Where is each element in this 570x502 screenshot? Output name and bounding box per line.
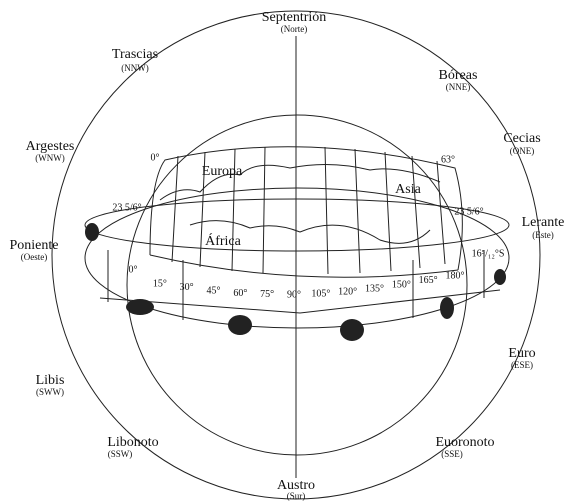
sphere (51, 10, 541, 500)
latitude-label: 16⁵/₁₂°S (472, 248, 505, 259)
longitude-label: 135° (365, 283, 384, 294)
longitude-label: 90° (287, 289, 301, 300)
wind-name: Euoronoto (435, 435, 494, 450)
wind-name: Lerante (522, 215, 565, 230)
map-equator (149, 254, 459, 278)
longitude-label: 75° (260, 289, 274, 300)
wind-direction: (Norte) (281, 24, 308, 34)
wind-name: Trascias (112, 47, 158, 62)
wind-name: Poniente (10, 238, 59, 253)
wind-direction: (SSE) (441, 449, 463, 459)
inner-circle (126, 114, 468, 456)
coast-north (159, 163, 441, 201)
longitude-label: 60° (233, 288, 247, 299)
coast-south (189, 220, 431, 244)
longitude-labels: 0° 15° 30° 45° 60° 75° 90° 105° 120° 135° 150° 165°… (129, 264, 465, 300)
wind-name: Libis (36, 373, 65, 388)
longitude-label: 180° (446, 270, 465, 281)
wind-direction: (ESE) (511, 360, 533, 370)
meridians (171, 146, 446, 275)
wind-name: Cecias (503, 131, 540, 146)
longitude-label: 150° (392, 280, 411, 291)
wind-direction: (NNE) (446, 82, 471, 92)
wind-name: Septentrión (262, 10, 327, 25)
band-bottom (84, 187, 510, 329)
map-labels: Europa Asia África 0° 63° 23 5/6° 23 5/6… (112, 152, 504, 259)
wind-labels: Septentrión (Norte) Trascias (NNW) Bórea… (10, 10, 565, 501)
wind-direction: (ONE) (510, 146, 535, 156)
wind-direction: (Sur) (287, 491, 306, 501)
longitude-label: 120° (338, 287, 357, 298)
zodiac-icons (85, 223, 506, 341)
wind-name: Libonoto (107, 435, 158, 450)
band-dividers (107, 250, 485, 326)
wind-direction: (Este) (532, 230, 554, 240)
latitude-label: 23 5/6° (112, 202, 141, 213)
latitude-label: 63° (441, 154, 455, 165)
region-label: África (205, 232, 242, 249)
wind-direction: (WNW) (35, 153, 64, 163)
wind-name: Austro (277, 478, 315, 493)
map-border (149, 146, 463, 271)
wind-name: Euro (508, 346, 535, 361)
wind-direction: (NNW) (121, 63, 149, 73)
longitude-label: 0° (129, 264, 138, 275)
band-line (99, 289, 501, 314)
region-label: Europa (202, 164, 243, 179)
longitude-label: 15° (153, 278, 167, 289)
wind-direction: (SWW) (36, 387, 64, 397)
latitude-label: 0° (151, 152, 160, 163)
wind-direction: (Oeste) (21, 252, 48, 262)
wind-direction: (SSW) (108, 449, 133, 459)
wind-name: Bóreas (439, 68, 478, 83)
band-top (84, 198, 510, 252)
longitude-label: 45° (207, 285, 221, 296)
outer-circle (51, 10, 541, 500)
region-label: Asia (395, 182, 421, 197)
longitude-label: 30° (180, 282, 194, 293)
latitude-label: 23 5/6° (454, 206, 483, 217)
longitude-label: 165° (419, 275, 438, 286)
wind-name: Argestes (26, 139, 75, 154)
longitude-label: 105° (311, 289, 330, 300)
